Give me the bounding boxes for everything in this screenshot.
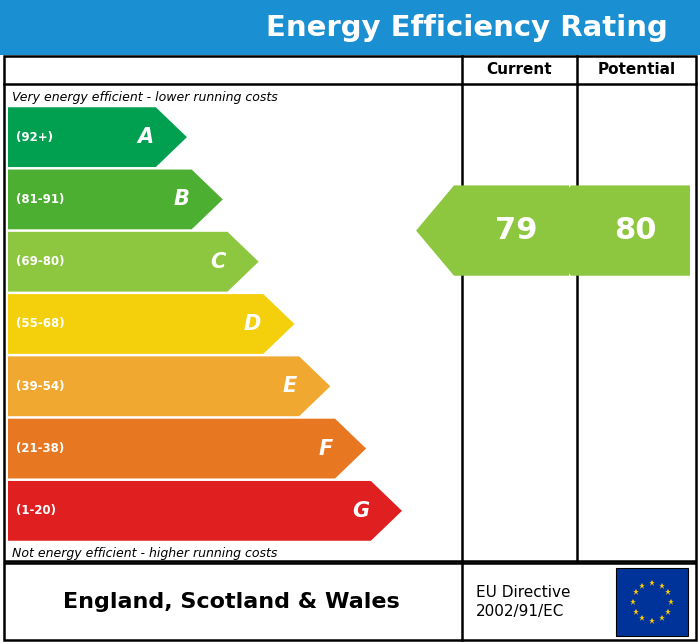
Text: (69-80): (69-80) <box>16 256 64 268</box>
Text: F: F <box>318 438 333 458</box>
Polygon shape <box>8 356 330 416</box>
Text: A: A <box>138 127 154 147</box>
Polygon shape <box>8 419 366 478</box>
Text: D: D <box>244 314 261 334</box>
Text: 80: 80 <box>614 216 657 245</box>
Text: (39-54): (39-54) <box>16 380 64 393</box>
Polygon shape <box>8 481 402 541</box>
Polygon shape <box>533 186 690 275</box>
Text: (55-68): (55-68) <box>16 318 64 331</box>
Text: E: E <box>283 376 298 396</box>
Text: England, Scotland & Wales: England, Scotland & Wales <box>62 592 400 612</box>
Bar <box>4 563 696 640</box>
Polygon shape <box>8 107 187 167</box>
Text: EU Directive
2002/91/EC: EU Directive 2002/91/EC <box>476 585 570 620</box>
Text: (1-20): (1-20) <box>16 505 56 517</box>
Polygon shape <box>8 232 258 291</box>
Text: 79: 79 <box>495 216 538 245</box>
Text: Not energy efficient - higher running costs: Not energy efficient - higher running co… <box>12 548 277 560</box>
Text: Current: Current <box>486 62 552 78</box>
Text: Very energy efficient - lower running costs: Very energy efficient - lower running co… <box>12 92 278 105</box>
Text: (21-38): (21-38) <box>16 442 64 455</box>
Polygon shape <box>8 294 295 354</box>
Text: (92+): (92+) <box>16 130 53 144</box>
Bar <box>4 56 696 561</box>
Bar <box>0 0 700 55</box>
Text: Potential: Potential <box>597 62 676 78</box>
Text: G: G <box>352 501 369 521</box>
Bar <box>616 568 688 636</box>
Text: (81-91): (81-91) <box>16 193 64 206</box>
Polygon shape <box>8 169 223 229</box>
Text: B: B <box>174 189 190 209</box>
Text: Energy Efficiency Rating: Energy Efficiency Rating <box>266 13 668 42</box>
Text: C: C <box>210 252 225 272</box>
Polygon shape <box>416 186 569 275</box>
